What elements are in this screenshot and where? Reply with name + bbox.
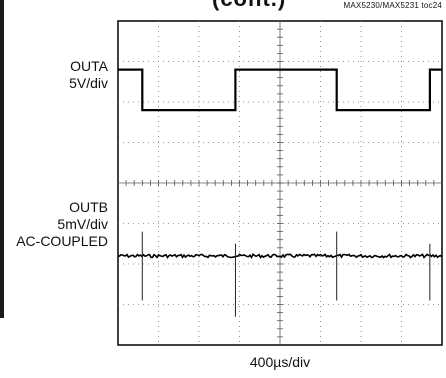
left-border-rule [0, 0, 4, 318]
channel-1-scale: 5V/div [69, 75, 108, 91]
channel-1-name: OUTA [70, 58, 108, 74]
outa-trace [118, 68, 442, 112]
channel-2-coupling: AC-COUPLED [16, 233, 108, 249]
channel-2-scale: 5mV/div [57, 216, 108, 232]
outb-trace [117, 253, 443, 259]
channel-2-name: OUTB [69, 199, 108, 215]
timebase-label: 400µs/div [249, 354, 311, 370]
figure-id: MAX5230/MAX5231 toc24 [343, 1, 442, 10]
channel-1-label: OUTA 5V/div [69, 58, 108, 92]
figure-title-fragment: (cont.) [212, 0, 286, 12]
channel-2-label: OUTB 5mV/div AC-COUPLED [16, 199, 108, 250]
